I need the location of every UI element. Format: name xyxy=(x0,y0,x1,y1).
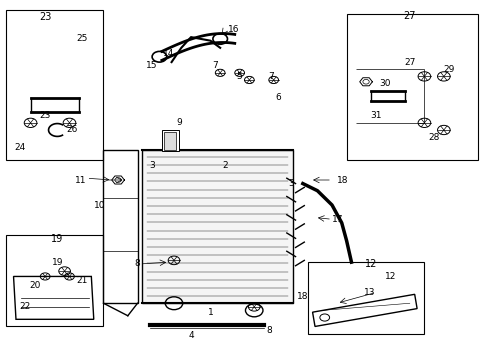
Text: 18: 18 xyxy=(336,176,347,185)
Text: 25: 25 xyxy=(76,35,87,44)
Bar xyxy=(346,14,477,160)
Text: 1: 1 xyxy=(207,308,213,317)
Text: 31: 31 xyxy=(369,111,381,120)
Text: 30: 30 xyxy=(379,79,390,88)
Text: 27: 27 xyxy=(403,12,415,21)
Text: 5: 5 xyxy=(236,72,242,81)
Text: 13: 13 xyxy=(364,288,375,297)
Text: 21: 21 xyxy=(76,275,87,284)
Text: 29: 29 xyxy=(442,65,453,74)
Text: 12: 12 xyxy=(364,259,376,269)
Text: 2: 2 xyxy=(222,161,227,170)
Text: 15: 15 xyxy=(146,61,158,70)
Text: 26: 26 xyxy=(66,126,78,135)
Text: 10: 10 xyxy=(94,201,106,210)
Bar xyxy=(142,150,292,303)
Text: 16: 16 xyxy=(227,26,239,35)
Text: 7: 7 xyxy=(212,61,218,70)
Text: 3: 3 xyxy=(148,161,154,170)
Text: 11: 11 xyxy=(75,176,86,185)
Text: 27: 27 xyxy=(403,58,415,67)
Text: 14: 14 xyxy=(163,49,175,58)
Bar xyxy=(164,132,176,150)
Text: 8: 8 xyxy=(265,325,271,334)
Text: 6: 6 xyxy=(275,93,281,102)
Bar xyxy=(162,130,179,152)
Text: 9: 9 xyxy=(176,118,182,127)
Text: 12: 12 xyxy=(384,272,395,281)
Text: 23: 23 xyxy=(40,111,51,120)
Text: 19: 19 xyxy=(51,234,63,244)
Text: 3: 3 xyxy=(287,179,293,188)
Text: 24: 24 xyxy=(15,143,26,152)
Text: 20: 20 xyxy=(29,281,40,290)
Text: 28: 28 xyxy=(427,132,439,141)
Text: 19: 19 xyxy=(51,258,63,267)
Text: 7: 7 xyxy=(268,72,274,81)
Bar xyxy=(307,262,424,334)
Text: 23: 23 xyxy=(39,12,51,22)
Text: 8: 8 xyxy=(134,260,140,269)
Bar xyxy=(6,235,103,327)
Text: 4: 4 xyxy=(188,331,193,340)
Bar xyxy=(6,10,103,160)
Text: 22: 22 xyxy=(19,302,30,311)
Text: 17: 17 xyxy=(331,215,343,224)
Text: 18: 18 xyxy=(297,292,308,301)
